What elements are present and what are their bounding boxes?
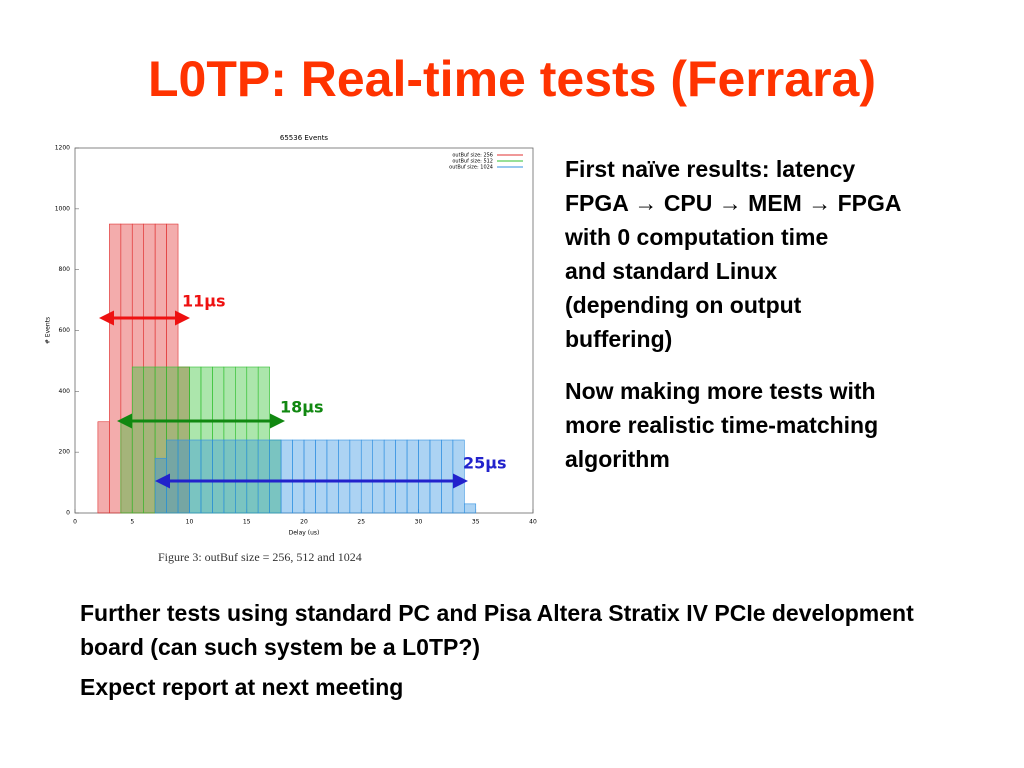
text-line: buffering) [565,326,673,352]
histogram-bar [303,439,316,514]
histogram-bar [120,421,133,514]
histogram-bar [246,439,259,514]
x-tick-label: 20 [300,519,308,526]
x-tick-label: 40 [529,519,537,526]
x-tick-label: 5 [130,519,134,526]
text-line: Now making more tests with [565,378,876,404]
slide-title: L0TP: Real-time tests (Ferrara) [147,51,876,107]
histogram-bar [406,439,419,514]
y-axis-label: # Events [45,317,52,344]
bullet: Further tests using standard PC and Pisa… [80,600,914,660]
histogram-bar [269,439,282,514]
chart-title: 65536 Events [280,134,329,142]
bottom-text: Further tests using standard PC and Pisa… [80,596,980,704]
histogram-bar [166,439,179,514]
y-tick-label: 1000 [55,205,70,212]
bullet: Expect report at next meeting [80,674,404,700]
histogram-bar [154,457,167,514]
x-tick-label: 0 [73,519,77,526]
figure-caption: Figure 3: outBuf size = 256, 512 and 102… [158,550,362,564]
y-tick-label: 200 [59,449,71,456]
text-line: First naïve results: latency [565,156,856,182]
histogram-bar [257,439,270,514]
histogram-bar [383,439,396,514]
text-line: (depending on output [565,292,802,318]
y-tick-label: 0 [66,510,70,517]
histogram-bar [131,366,144,514]
histogram-bar [292,439,305,514]
histogram-bar [441,439,454,514]
histogram-bar [429,439,442,514]
histogram-bar [326,439,339,514]
histogram-bar [418,439,431,514]
histogram-bar [338,439,351,514]
histogram-bar [200,439,213,514]
y-tick-label: 600 [59,327,71,334]
histogram-bar [315,439,328,514]
histogram-bar [177,439,190,514]
histogram-bar [463,503,477,514]
text-line: and standard Linux [565,258,778,284]
legend-label: outBuf size: 1024 [449,165,493,171]
annotation-label: 25µs [463,454,507,473]
x-tick-label: 10 [186,519,194,526]
text-line: more realistic time-matching [565,412,879,438]
histogram-bar [360,439,373,514]
x-tick-label: 15 [243,519,251,526]
histogram-bar [97,421,110,514]
histogram-bar [143,366,156,514]
histogram-bar [280,439,293,514]
histogram-bar [212,439,225,514]
x-axis-label: Delay (us) [289,530,320,537]
histogram-bar [372,439,385,514]
histogram-bar [109,223,122,514]
histogram-bar [395,439,408,514]
paragraph: First naïve results: latency FPGA → CPU →… [565,152,995,356]
x-tick-label: 25 [357,519,365,526]
annotation-label: 18µs [280,398,324,417]
y-tick-label: 400 [59,388,71,395]
text-line: algorithm [565,446,670,472]
histogram-bar [349,439,362,514]
x-tick-label: 35 [472,519,480,526]
histogram-bar [189,439,202,514]
annotation-label: 11µs [182,292,226,311]
histogram-bar [452,439,465,514]
text-line: with 0 computation time [565,224,829,250]
histogram-bar [235,439,248,514]
side-text: First naïve results: latency FPGA → CPU →… [565,152,995,476]
legend-label: outBuf size: 512 [452,159,493,165]
histogram-bar [223,439,236,514]
text-line: FPGA → CPU → MEM → FPGA [565,190,902,216]
y-tick-label: 800 [59,266,71,273]
legend-label: outBuf size: 256 [452,153,493,159]
paragraph: Now making more tests with more realistic… [565,374,995,476]
y-tick-label: 1200 [55,145,70,152]
x-tick-label: 30 [415,519,423,526]
